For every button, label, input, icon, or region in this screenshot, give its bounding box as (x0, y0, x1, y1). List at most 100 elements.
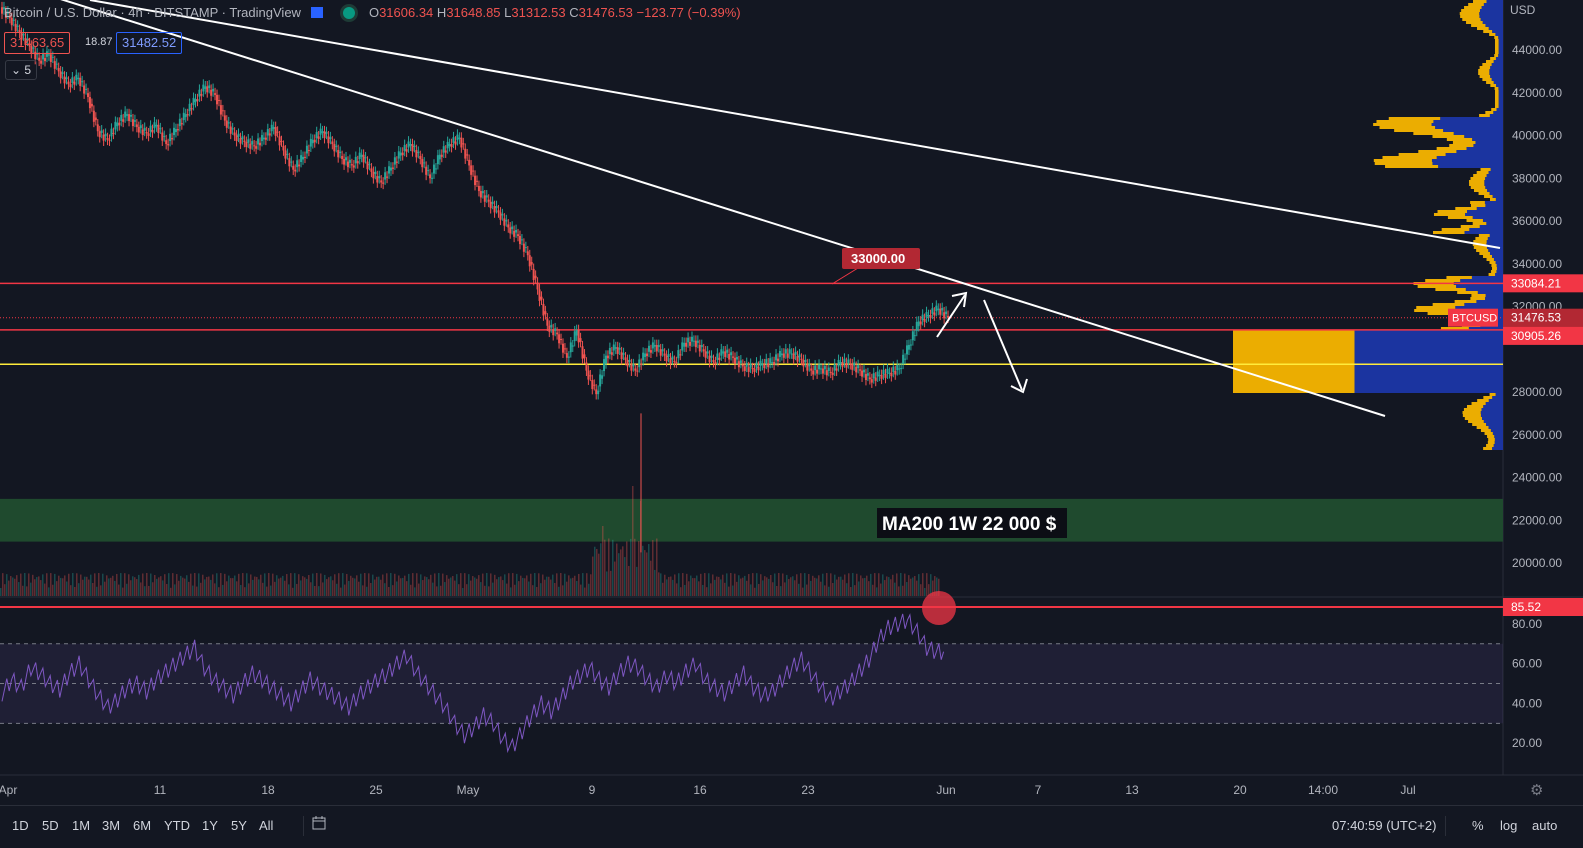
volume-bar (130, 580, 132, 596)
candle-body (741, 364, 744, 367)
candle-body (337, 150, 340, 158)
timeframe-1d-button[interactable]: 1D (12, 818, 29, 833)
volume-profile-bar-down (1481, 408, 1503, 411)
indicators-collapse-button[interactable]: ⌄ 5 (5, 60, 37, 80)
volume-bar (330, 576, 332, 596)
volume-profile-bar-up (1233, 348, 1355, 351)
volume-profile-bar-down (1495, 393, 1503, 396)
volume-profile-bar-down (1489, 192, 1503, 195)
date-range-calendar-icon[interactable] (311, 815, 327, 834)
volume-bar (252, 579, 254, 596)
candle-body (712, 359, 715, 363)
timeframe-5y-button[interactable]: 5Y (231, 818, 247, 833)
projection-arrows (936, 291, 1028, 394)
volume-bar (608, 538, 610, 596)
volume-profile-bar-down (1354, 351, 1503, 354)
candle-body (346, 161, 349, 168)
candle-body (425, 166, 428, 175)
volume-bar (412, 573, 414, 596)
volume-profile-bar-up (1464, 417, 1482, 420)
volume-bar (578, 573, 580, 596)
candle-body (675, 362, 678, 364)
volume-profile-bar-up (1470, 201, 1485, 204)
volume-profile-bar-down (1495, 261, 1503, 264)
timeframe-3m-button[interactable]: 3M (102, 818, 121, 833)
volume-profile-bar-down (1480, 414, 1503, 417)
volume-bar (696, 575, 698, 596)
buy-price-button[interactable]: 31482.52 (116, 32, 183, 54)
volume-bar (18, 582, 20, 596)
volume-bar (738, 575, 740, 596)
candle-body (657, 344, 660, 348)
candle-body (501, 214, 504, 216)
symbol-title[interactable]: Bitcoin / U.S. Dollar · 4h · BITSTAMP · … (4, 5, 301, 20)
volume-bar (224, 573, 226, 596)
volume-profile-bar-down (1354, 372, 1503, 375)
volume-bar (484, 585, 486, 596)
settings-gear-icon[interactable]: ⚙ (1530, 782, 1544, 799)
volume-profile-bar-down (1479, 12, 1503, 15)
candle-body (249, 143, 252, 149)
volume-bar (382, 574, 384, 596)
volume-profile-bar-up (1483, 396, 1493, 399)
rsi-overbought-marker (922, 591, 956, 625)
volume-bar (456, 574, 458, 596)
candle-body (716, 353, 719, 360)
candle-body (440, 154, 443, 157)
candle-body (456, 134, 459, 141)
timeframe-1y-button[interactable]: 1Y (202, 818, 218, 833)
timeframe-6m-button[interactable]: 6M (133, 818, 152, 833)
volume-bar (216, 573, 218, 596)
candle-body (313, 139, 316, 143)
volume-bar (200, 582, 202, 596)
flag-icon[interactable] (310, 7, 323, 18)
candle-body (468, 159, 471, 166)
timeframe-5d-button[interactable]: 5D (42, 818, 59, 833)
volume-profile-bar-down (1483, 3, 1503, 6)
sell-price-button[interactable]: 31463.65 (4, 32, 71, 54)
volume-bar (720, 579, 722, 596)
volume-bar (60, 577, 62, 596)
auto-scale-toggle[interactable]: auto (1532, 818, 1558, 833)
candle-body (587, 370, 590, 380)
volume-bar (576, 580, 578, 596)
candle-body (626, 359, 629, 367)
candle-body (79, 77, 82, 86)
timezone-clock[interactable]: 07:40:59 (UTC+2) (1332, 818, 1437, 833)
volume-bar (814, 577, 816, 596)
volume-profile-bar-up (1425, 279, 1461, 282)
candle-body (841, 362, 844, 367)
volume-bar (862, 578, 864, 596)
volume-bar (506, 583, 508, 596)
volume-bar (270, 585, 272, 596)
candle-body (517, 234, 520, 236)
volume-bar (932, 580, 934, 596)
volume-profile-bar-up (1463, 408, 1482, 411)
candle-body (603, 359, 606, 372)
volume-bar (766, 577, 768, 596)
volume-bar (406, 581, 408, 596)
timeframe-ytd-button[interactable]: YTD (164, 818, 190, 833)
log-scale-toggle[interactable]: log (1500, 818, 1518, 833)
percent-scale-toggle[interactable]: % (1472, 818, 1484, 833)
volume-bar (630, 538, 632, 596)
volume-bar (620, 549, 622, 596)
candle-body (120, 114, 123, 121)
volume-bar (530, 573, 532, 596)
volume-profile-bar-down (1456, 150, 1503, 153)
volume-bar (538, 573, 540, 596)
candle-body (419, 156, 422, 160)
volume-profile-bar-up (1460, 15, 1480, 18)
volume-profile-bar-down (1490, 75, 1503, 78)
candle-body (583, 354, 586, 359)
price-chart[interactable]: USD MA200 1W 22 000 $ 33000.00 44000.00 4200… (0, 0, 1583, 805)
volume-bar (808, 573, 810, 596)
candle-body (857, 365, 860, 369)
volume-bar (582, 573, 584, 596)
volume-profile-bar-up (1373, 159, 1432, 162)
volume-profile-bar-down (1498, 48, 1503, 51)
candle-body (57, 67, 60, 72)
timeframe-all-button[interactable]: All (259, 818, 274, 833)
timeframe-1m-button[interactable]: 1M (72, 818, 91, 833)
candle-body (880, 374, 883, 379)
